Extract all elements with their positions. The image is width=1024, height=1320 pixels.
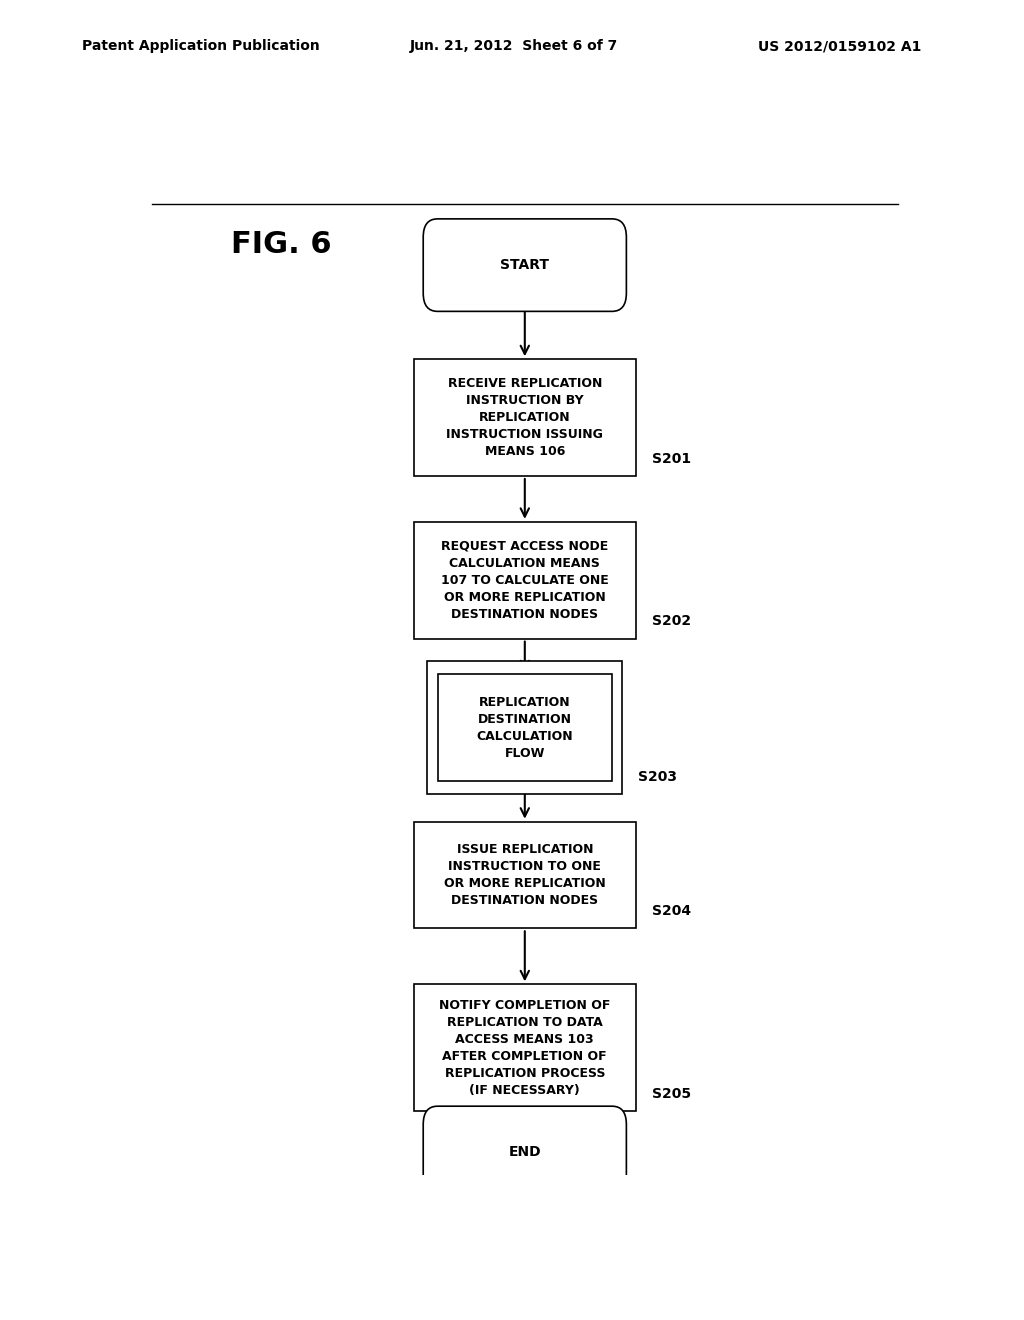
Bar (427, 661, 623, 795)
Bar (414, 359, 636, 477)
Text: S202: S202 (652, 615, 691, 628)
Text: S205: S205 (652, 1088, 691, 1101)
Text: NOTIFY COMPLETION OF
REPLICATION TO DATA
ACCESS MEANS 103
AFTER COMPLETION OF
RE: NOTIFY COMPLETION OF REPLICATION TO DATA… (439, 999, 610, 1097)
Text: RECEIVE REPLICATION
INSTRUCTION BY
REPLICATION
INSTRUCTION ISSUING
MEANS 106: RECEIVE REPLICATION INSTRUCTION BY REPLI… (446, 378, 603, 458)
Text: Jun. 21, 2012  Sheet 6 of 7: Jun. 21, 2012 Sheet 6 of 7 (410, 40, 617, 53)
Text: FIG. 6: FIG. 6 (231, 230, 332, 259)
Text: S203: S203 (638, 770, 677, 784)
Text: S204: S204 (652, 904, 691, 919)
Bar (414, 821, 636, 928)
Bar (437, 675, 612, 781)
Text: REQUEST ACCESS NODE
CALCULATION MEANS
107 TO CALCULATE ONE
OR MORE REPLICATION
D: REQUEST ACCESS NODE CALCULATION MEANS 10… (441, 540, 608, 620)
Text: ISSUE REPLICATION
INSTRUCTION TO ONE
OR MORE REPLICATION
DESTINATION NODES: ISSUE REPLICATION INSTRUCTION TO ONE OR … (444, 843, 605, 907)
Text: S201: S201 (652, 451, 691, 466)
Text: END: END (509, 1146, 541, 1159)
Text: US 2012/0159102 A1: US 2012/0159102 A1 (758, 40, 922, 53)
Text: REPLICATION
DESTINATION
CALCULATION
FLOW: REPLICATION DESTINATION CALCULATION FLOW (476, 696, 573, 759)
Bar (414, 521, 636, 639)
FancyBboxPatch shape (423, 219, 627, 312)
FancyBboxPatch shape (423, 1106, 627, 1199)
Bar (414, 985, 636, 1111)
Text: Patent Application Publication: Patent Application Publication (82, 40, 319, 53)
Text: START: START (501, 259, 549, 272)
